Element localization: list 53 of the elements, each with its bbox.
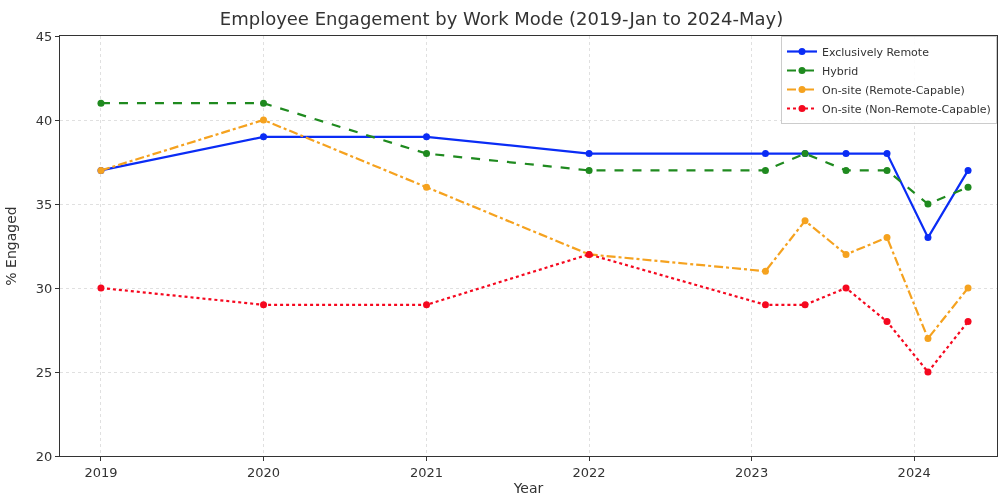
point xyxy=(924,368,932,376)
point xyxy=(97,284,105,292)
y-tick-label: 25 xyxy=(35,364,53,380)
point xyxy=(585,150,593,158)
x-tick-label: 2020 xyxy=(246,464,281,480)
point xyxy=(260,99,268,107)
point xyxy=(761,267,769,275)
point xyxy=(883,318,891,326)
point xyxy=(423,150,431,158)
point xyxy=(260,301,268,309)
point xyxy=(924,200,932,208)
x-axis-title: Year xyxy=(512,479,544,496)
point xyxy=(423,301,431,309)
x-tick-label: 2019 xyxy=(84,464,118,480)
point xyxy=(761,301,769,309)
y-tick-label: 35 xyxy=(35,196,53,212)
y-tick-label: 20 xyxy=(35,448,53,464)
x-tick-label: 2021 xyxy=(409,464,444,480)
point xyxy=(842,250,850,258)
x-tick-label: 2024 xyxy=(897,464,931,480)
point xyxy=(964,183,972,191)
legend-label: On-site (Remote-Capable) xyxy=(822,83,965,97)
point xyxy=(801,217,809,225)
point xyxy=(924,334,932,342)
y-axis-title: % Engaged xyxy=(3,206,20,286)
point xyxy=(260,133,268,141)
point xyxy=(964,166,972,174)
point xyxy=(585,166,593,174)
chart-title: Employee Engagement by Work Mode (2019-Jan to 2024-May) xyxy=(219,8,784,30)
point xyxy=(761,150,769,158)
point xyxy=(883,150,891,158)
point xyxy=(761,166,769,174)
point xyxy=(801,301,809,309)
point xyxy=(883,166,891,174)
legend-label: On-site (Non-Remote-Capable) xyxy=(822,102,991,116)
point xyxy=(883,234,891,242)
y-tick-label: 30 xyxy=(35,280,53,296)
point xyxy=(964,284,972,292)
point xyxy=(842,166,850,174)
point xyxy=(842,150,850,158)
point xyxy=(97,99,105,107)
x-tick-label: 2023 xyxy=(735,464,769,480)
point xyxy=(423,183,431,191)
y-tick-label: 45 xyxy=(35,28,53,44)
legend-label: Exclusively Remote xyxy=(822,45,930,59)
point xyxy=(964,318,972,326)
point xyxy=(924,234,932,242)
x-tick-label: 2022 xyxy=(572,464,606,480)
point xyxy=(260,116,268,124)
point xyxy=(842,284,850,292)
y-tick-label: 40 xyxy=(35,112,53,128)
point xyxy=(423,133,431,141)
legend-label: Hybrid xyxy=(822,64,859,78)
